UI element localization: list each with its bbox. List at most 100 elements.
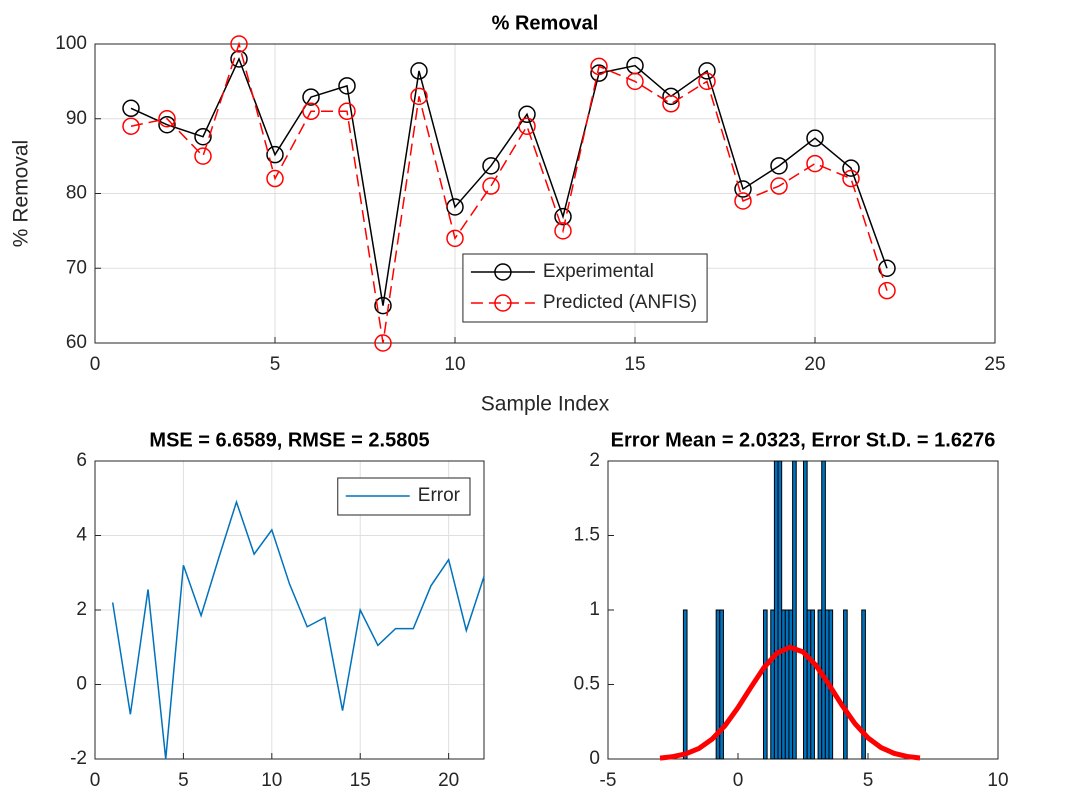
y-tick-label: 0.5 [574, 674, 600, 695]
plot-area [608, 461, 998, 759]
data-point [410, 87, 428, 106]
data-point [626, 72, 644, 91]
legend-label: Error [418, 485, 461, 506]
x-tick-label: 10 [261, 770, 282, 791]
data-line [130, 41, 888, 344]
data-point [482, 157, 500, 175]
legend: Error [337, 477, 471, 516]
histogram-bar [773, 460, 779, 760]
data-line [130, 57, 888, 306]
data-point [122, 117, 140, 135]
data-point [230, 50, 248, 68]
y-tick-label: 60 [66, 332, 87, 353]
data-point [518, 117, 536, 135]
data-point [482, 177, 500, 195]
x-tick-label: 5 [863, 770, 874, 791]
axes-box [94, 43, 996, 344]
histogram-bar [817, 609, 823, 760]
legend-marker [494, 294, 512, 312]
data-point [770, 177, 788, 195]
data-point [842, 169, 860, 188]
histogram-bar [803, 460, 808, 760]
data-line [111, 499, 485, 760]
data-point [770, 157, 788, 175]
histogram-bar [784, 609, 790, 760]
data-point [698, 62, 716, 80]
histogram-bar [788, 609, 794, 760]
data-point [734, 192, 752, 210]
data-point [302, 88, 320, 106]
data-point [374, 334, 392, 352]
y-tick-label: 80 [66, 183, 87, 204]
x-tick-label: 5 [270, 354, 281, 375]
data-point [158, 115, 176, 134]
y-axis-label: % Removal [10, 140, 33, 247]
histogram-bar [843, 609, 848, 760]
data-point [806, 154, 824, 173]
y-tick-label: 90 [66, 108, 87, 129]
data-point [842, 159, 860, 177]
chart-title: % Removal [492, 12, 599, 34]
data-point [518, 105, 536, 124]
y-tick-label: 6 [76, 450, 87, 471]
y-tick-label: 4 [76, 525, 87, 546]
data-point [410, 62, 428, 80]
data-point [302, 102, 320, 121]
data-point [230, 35, 248, 53]
y-tick-label: 2 [589, 450, 600, 471]
data-point [338, 102, 356, 121]
y-tick-label: -2 [70, 748, 87, 769]
histogram-bar [762, 609, 768, 760]
x-tick-label: 25 [984, 354, 1005, 375]
histogram-bar [806, 609, 812, 760]
legend-label: Experimental [543, 261, 654, 282]
data-point [446, 229, 464, 248]
data-point [590, 64, 608, 82]
x-tick-label: 15 [624, 354, 645, 375]
x-tick-label: 10 [987, 770, 1008, 791]
data-point [806, 129, 824, 147]
x-tick-label: 0 [733, 770, 744, 791]
x-tick-label: 20 [804, 354, 825, 375]
histogram-bar [719, 609, 724, 760]
data-point [266, 145, 284, 164]
data-point [554, 222, 572, 240]
data-point [878, 281, 896, 300]
legend-marker [494, 263, 512, 281]
x-tick-label: -5 [600, 770, 617, 791]
legend-label: Predicted (ANFIS) [543, 292, 697, 313]
data-point [662, 87, 680, 106]
data-point [374, 296, 392, 315]
data-point [194, 147, 212, 165]
histogram-bar [682, 609, 688, 760]
data-point [698, 72, 716, 91]
fit-curve [659, 644, 921, 761]
data-point [590, 57, 608, 76]
data-point [734, 180, 752, 198]
x-tick-label: 5 [178, 770, 189, 791]
histogram-bar [777, 460, 783, 760]
histogram-bar [792, 460, 797, 760]
y-tick-label: 0 [589, 748, 600, 769]
chart-title: MSE = 6.6589, RMSE = 2.5805 [149, 429, 429, 451]
y-tick-label: 100 [55, 33, 87, 54]
chart-title: Error Mean = 2.0323, Error St.D. = 1.627… [611, 429, 996, 451]
axes-box [607, 460, 999, 760]
y-tick-label: 1 [589, 599, 600, 620]
y-tick-label: 70 [66, 257, 87, 278]
histogram-bar [781, 609, 786, 760]
histogram-bar [810, 609, 815, 760]
legend: Experimental Predicted (ANFIS) [462, 253, 708, 323]
x-tick-label: 0 [90, 354, 101, 375]
y-tick-label: 2 [76, 599, 87, 620]
histogram-bar [861, 609, 866, 760]
data-point [122, 99, 140, 118]
data-point [554, 207, 572, 226]
data-point [194, 127, 212, 146]
x-tick-label: 0 [90, 770, 101, 791]
data-point [878, 259, 896, 277]
data-point [338, 77, 356, 95]
y-tick-label: 0 [76, 674, 87, 695]
